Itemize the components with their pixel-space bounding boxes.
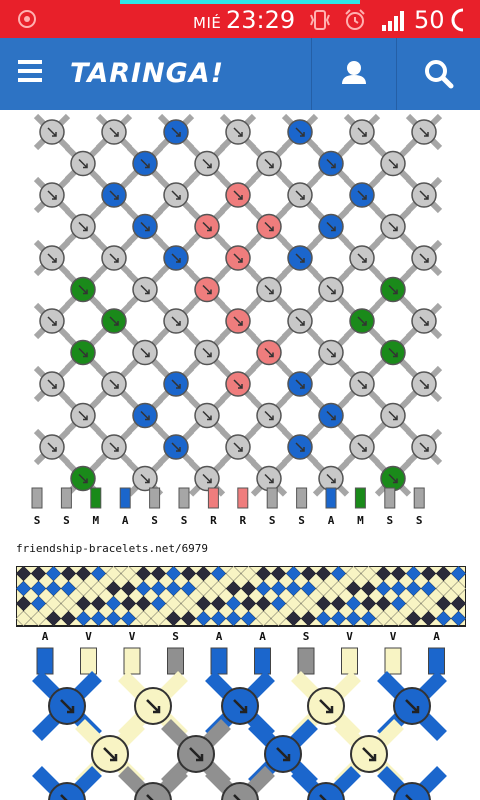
status-day: MIÉ: [193, 14, 222, 32]
search-icon: [425, 60, 454, 89]
preview-cell: [105, 610, 122, 627]
strand-label: S: [298, 514, 305, 527]
strand-label: A: [42, 630, 49, 643]
preview-cell: [270, 610, 287, 627]
strand-end: [237, 487, 249, 509]
user-icon: [342, 61, 366, 84]
strand-label: S: [172, 630, 179, 643]
notification-icon: [18, 10, 36, 28]
strand-label: S: [151, 514, 158, 527]
strand-end: [90, 487, 102, 509]
knot: [48, 782, 86, 800]
preview-cell: [420, 610, 437, 627]
knot: [307, 782, 345, 800]
strand-end: [354, 487, 366, 509]
strand-label: A: [328, 514, 335, 527]
knot: [393, 782, 431, 800]
preview-cell: [45, 610, 62, 627]
strand-label: V: [85, 630, 92, 643]
preview-cell: [315, 610, 332, 627]
strand-label: S: [386, 514, 393, 527]
post-content: S S M A S S R R S S A M S S friendship-bracelets.net/…: [0, 110, 480, 800]
strand-end: [149, 487, 161, 509]
preview-cell: [240, 610, 257, 627]
knot: [134, 782, 172, 800]
strand-end: [325, 487, 337, 509]
taringa-logo[interactable]: TARINGA!: [70, 58, 225, 89]
strand-end: [413, 487, 425, 509]
preview-cell: [60, 610, 77, 627]
strand-label: A: [216, 630, 223, 643]
strand-label: S: [416, 514, 423, 527]
strand-label: M: [357, 514, 364, 527]
strand-label: S: [303, 630, 310, 643]
strand-end: [296, 487, 308, 509]
preview-cell: [390, 610, 407, 627]
preview-cell: [450, 610, 466, 627]
strand-end: [60, 487, 72, 509]
menu-icon[interactable]: [18, 60, 42, 82]
preview-cell: [435, 610, 452, 627]
preview-cell: [330, 610, 347, 627]
strand-end: [31, 487, 43, 509]
strand-end: [384, 487, 396, 509]
strand-label: A: [122, 514, 129, 527]
strand-label: R: [239, 514, 246, 527]
search-button[interactable]: [396, 38, 480, 110]
preview-cell: [195, 610, 212, 627]
strand-end: [119, 487, 131, 509]
vibrate-icon: [310, 10, 330, 30]
strand-label: S: [34, 514, 41, 527]
preview-cell: [90, 610, 107, 627]
strand-label: V: [129, 630, 136, 643]
preview-cell: [150, 610, 167, 627]
preview-cell: [225, 610, 242, 627]
battery-icon: [451, 8, 475, 32]
preview-cell: [405, 610, 422, 627]
signal-icon: [382, 11, 404, 31]
preview-cell: [75, 610, 92, 627]
status-bar: MIÉ 23:29 50: [0, 0, 480, 38]
preview-cell: [135, 610, 152, 627]
status-time: 23:29: [226, 6, 296, 34]
strand-label: S: [63, 514, 70, 527]
preview-cell: [30, 610, 47, 627]
alarm-icon: [345, 9, 365, 30]
preview-cell: [360, 610, 377, 627]
strand-label: A: [259, 630, 266, 643]
preview-cell: [255, 610, 272, 627]
strand-label: V: [346, 630, 353, 643]
knot: [221, 782, 259, 800]
preview-cell: [375, 610, 392, 627]
strand-label: S: [269, 514, 276, 527]
strand-end: [266, 487, 278, 509]
status-highlight: [120, 0, 360, 4]
preview-cell: [180, 610, 197, 627]
strand-end: [207, 487, 219, 509]
battery-level: 50: [414, 6, 445, 34]
strand-label: R: [210, 514, 217, 527]
strand-label: M: [92, 514, 99, 527]
preview-cell: [285, 610, 302, 627]
preview-cell: [16, 610, 32, 627]
strand-label: S: [181, 514, 188, 527]
app-header: TARINGA!: [0, 38, 480, 110]
preview-cell: [120, 610, 137, 627]
preview-cell: [345, 610, 362, 627]
preview-cell: [165, 610, 182, 627]
user-button[interactable]: [311, 38, 396, 110]
bracelet-preview: [16, 566, 466, 627]
preview-cell: [300, 610, 317, 627]
source-url[interactable]: friendship-bracelets.net/6979: [16, 542, 209, 555]
preview-cell: [210, 610, 227, 627]
strand-label: A: [433, 630, 440, 643]
strand-label: V: [390, 630, 397, 643]
strand-end: [178, 487, 190, 509]
